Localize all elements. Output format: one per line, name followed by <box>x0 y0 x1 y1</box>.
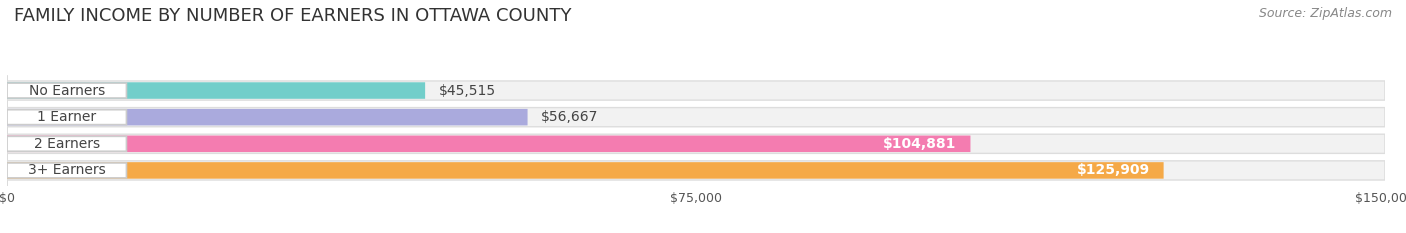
Text: No Earners: No Earners <box>28 84 105 98</box>
FancyBboxPatch shape <box>7 136 970 152</box>
Text: Source: ZipAtlas.com: Source: ZipAtlas.com <box>1258 7 1392 20</box>
Text: 3+ Earners: 3+ Earners <box>28 163 105 177</box>
FancyBboxPatch shape <box>7 136 127 151</box>
FancyBboxPatch shape <box>7 82 425 99</box>
FancyBboxPatch shape <box>7 161 1385 180</box>
Text: $56,667: $56,667 <box>541 110 599 124</box>
Text: 1 Earner: 1 Earner <box>37 110 96 124</box>
FancyBboxPatch shape <box>7 109 527 125</box>
Text: FAMILY INCOME BY NUMBER OF EARNERS IN OTTAWA COUNTY: FAMILY INCOME BY NUMBER OF EARNERS IN OT… <box>14 7 572 25</box>
Text: $125,909: $125,909 <box>1077 163 1150 177</box>
FancyBboxPatch shape <box>7 81 1385 100</box>
FancyBboxPatch shape <box>7 83 127 98</box>
FancyBboxPatch shape <box>7 162 1164 179</box>
FancyBboxPatch shape <box>7 163 127 178</box>
Text: 2 Earners: 2 Earners <box>34 137 100 151</box>
FancyBboxPatch shape <box>7 110 127 125</box>
FancyBboxPatch shape <box>7 134 1385 153</box>
Text: $104,881: $104,881 <box>883 137 956 151</box>
FancyBboxPatch shape <box>7 108 1385 127</box>
Text: $45,515: $45,515 <box>439 84 496 98</box>
